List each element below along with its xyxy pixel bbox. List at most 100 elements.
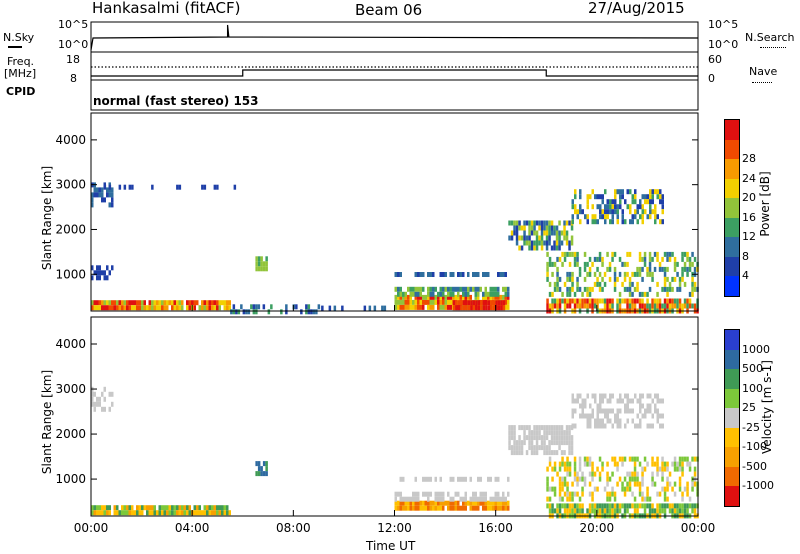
velocity-cell <box>648 508 652 514</box>
power-cell <box>474 272 477 277</box>
velocity-cell <box>693 481 697 487</box>
velocity-cell <box>566 466 569 472</box>
velocity-cell <box>589 413 592 419</box>
velocity-cell <box>116 505 119 511</box>
power-cell <box>151 300 154 306</box>
velocity-cell <box>651 503 654 509</box>
velocity-cell <box>166 510 169 516</box>
velocity-cell <box>606 408 609 414</box>
power-cell <box>596 266 599 272</box>
power-cell <box>550 245 554 251</box>
velocity-cell <box>535 450 539 456</box>
power-cell <box>176 184 179 190</box>
power-cell <box>668 286 672 292</box>
power-cell <box>257 266 261 272</box>
power-cell <box>414 294 417 300</box>
velocity-cell <box>550 440 554 446</box>
velocity-cell <box>484 496 487 502</box>
power-cell <box>533 230 536 236</box>
velocity-cell <box>636 398 639 404</box>
velocity-cell <box>606 481 609 487</box>
velocity-cell <box>563 461 567 467</box>
power-cell <box>548 303 552 309</box>
velocity-cell <box>530 440 534 446</box>
power-cell <box>399 299 402 305</box>
velocity-cell <box>487 505 490 511</box>
velocity-cell <box>563 466 567 472</box>
velocity-cell <box>633 456 637 462</box>
velocity-cell <box>553 440 556 446</box>
velocity-cell <box>113 505 116 511</box>
velocity-cell <box>688 461 692 467</box>
velocity-cell <box>604 408 607 414</box>
velocity-cell <box>173 510 176 516</box>
velocity-cell <box>198 510 201 516</box>
velocity-cell <box>186 505 189 511</box>
velocity-cell <box>553 486 557 492</box>
velocity-cell <box>686 456 689 462</box>
power-cell <box>206 305 209 311</box>
velocity-cell <box>609 393 612 399</box>
power-cell <box>409 286 412 292</box>
power-cell <box>427 286 430 292</box>
velocity-cell <box>621 398 624 404</box>
power-cell <box>591 204 594 210</box>
power-cell <box>598 298 602 304</box>
velocity-cell <box>153 510 156 516</box>
power-ytick-label: 1000 <box>55 267 86 281</box>
power-cell <box>648 266 652 272</box>
power-colorbar-segment <box>725 139 739 160</box>
velocity-cell <box>551 486 554 492</box>
power-cell <box>535 235 539 241</box>
power-cell <box>556 256 559 262</box>
velocity-cell <box>659 423 662 429</box>
velocity-cell <box>598 471 602 477</box>
velocity-cell <box>621 503 624 509</box>
velocity-cell <box>593 486 597 492</box>
velocity-cell <box>683 456 687 462</box>
power-cell <box>487 305 491 311</box>
velocity-colorbar-tick: -100 <box>742 440 767 454</box>
power-cell <box>116 300 119 306</box>
velocity-cell <box>673 481 677 487</box>
power-cell <box>540 225 544 231</box>
power-cell <box>206 300 209 306</box>
velocity-cell <box>651 461 654 467</box>
power-cell <box>566 303 569 309</box>
power-cell <box>666 298 669 304</box>
velocity-cell <box>464 476 467 482</box>
power-cell <box>93 305 96 311</box>
power-cell <box>591 219 594 225</box>
power-cell <box>629 209 632 215</box>
power-cell <box>226 300 229 306</box>
power-cell <box>442 272 445 277</box>
velocity-cell <box>576 508 579 514</box>
velocity-cell <box>409 500 412 506</box>
power-cell <box>601 286 604 292</box>
power-cell <box>571 298 574 304</box>
power-cell <box>515 230 519 236</box>
velocity-cell <box>499 505 502 511</box>
power-colorbar-segment <box>725 198 739 219</box>
velocity-cell <box>518 440 521 446</box>
power-cell <box>614 194 617 200</box>
power-cell <box>538 220 541 226</box>
power-cell <box>611 214 614 220</box>
power-cell <box>128 305 131 311</box>
power-ytick-label: 4000 <box>55 133 86 147</box>
power-cell <box>683 251 687 257</box>
velocity-cell <box>141 505 144 511</box>
power-cell <box>581 291 584 297</box>
power-cell <box>216 184 219 190</box>
velocity-cell <box>651 456 654 462</box>
power-cell <box>106 265 109 271</box>
velocity-cell <box>641 496 644 502</box>
velocity-cell <box>427 491 430 497</box>
power-cell <box>166 300 169 306</box>
power-cell <box>103 300 106 306</box>
velocity-cell <box>563 503 567 509</box>
velocity-cell <box>482 491 485 497</box>
velocity-cell <box>686 486 689 492</box>
velocity-cell <box>540 440 544 446</box>
power-cell <box>638 271 642 277</box>
